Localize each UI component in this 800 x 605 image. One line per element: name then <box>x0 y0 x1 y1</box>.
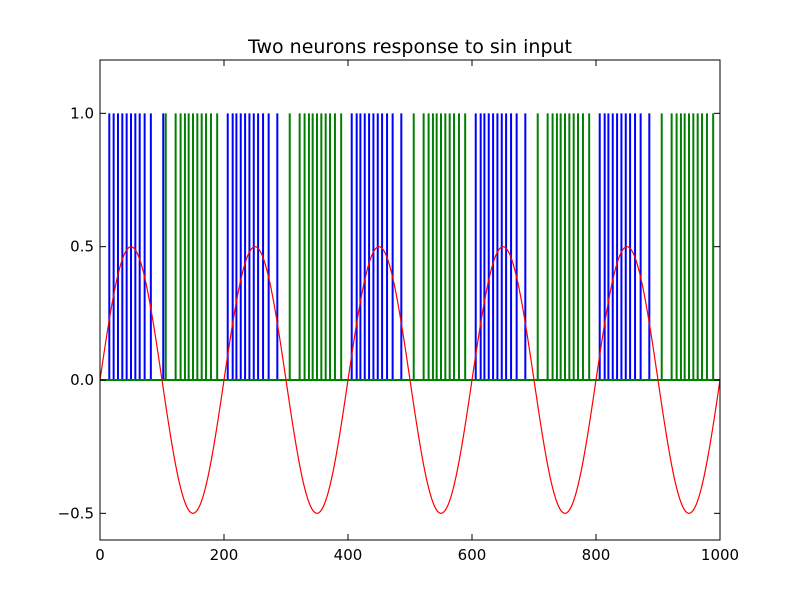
y-tick-label: 0.0 <box>70 371 94 389</box>
sine-input-line <box>99 246 721 514</box>
x-tick-label: 0 <box>95 546 105 564</box>
axis-ticks: 0 200 400 600 800 1000 −0.5 0.0 0.5 1.0 <box>58 60 739 564</box>
plot-area <box>99 113 721 514</box>
y-tick-label: −0.5 <box>58 504 94 522</box>
x-tick-label: 800 <box>582 546 611 564</box>
x-tick-label: 400 <box>334 546 363 564</box>
axes-frame <box>99 59 721 541</box>
x-tick-label: 600 <box>458 546 487 564</box>
chart-title: Two neurons response to sin input <box>247 36 572 58</box>
y-tick-label: 0.5 <box>70 238 94 256</box>
x-tick-label: 200 <box>210 546 239 564</box>
y-tick-label: 1.0 <box>70 104 94 122</box>
x-tick-label: 1000 <box>701 546 739 564</box>
